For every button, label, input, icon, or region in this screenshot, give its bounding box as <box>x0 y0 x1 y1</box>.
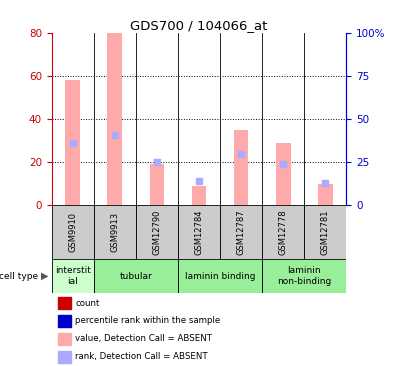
Text: value, Detection Call = ABSENT: value, Detection Call = ABSENT <box>75 335 212 343</box>
Text: GSM12790: GSM12790 <box>152 209 162 255</box>
Text: tubular: tubular <box>119 272 152 281</box>
Bar <box>58 333 71 345</box>
Text: ▶: ▶ <box>41 271 49 281</box>
Bar <box>262 259 346 294</box>
Bar <box>65 81 80 205</box>
Bar <box>220 205 262 259</box>
Bar <box>276 143 291 205</box>
Bar <box>107 33 122 205</box>
Point <box>154 159 160 165</box>
Text: GSM12784: GSM12784 <box>195 209 203 255</box>
Bar <box>58 315 71 327</box>
Bar <box>150 164 164 205</box>
Point <box>322 180 328 186</box>
Text: interstit
ial: interstit ial <box>55 266 91 286</box>
Bar <box>58 297 71 309</box>
Point <box>280 161 286 167</box>
Text: GSM12778: GSM12778 <box>279 209 288 255</box>
Text: cell type: cell type <box>0 272 38 281</box>
Text: laminin binding: laminin binding <box>185 272 255 281</box>
Bar <box>136 205 178 259</box>
Bar <box>94 205 136 259</box>
Text: percentile rank within the sample: percentile rank within the sample <box>75 317 220 325</box>
Text: GSM9913: GSM9913 <box>110 212 119 252</box>
Bar <box>178 205 220 259</box>
Point <box>70 140 76 146</box>
Bar <box>318 184 333 205</box>
Text: count: count <box>75 299 100 307</box>
Point <box>238 151 244 157</box>
Bar <box>262 205 304 259</box>
Text: GSM9910: GSM9910 <box>68 212 77 252</box>
Title: GDS700 / 104066_at: GDS700 / 104066_at <box>130 19 268 32</box>
Bar <box>178 259 262 294</box>
Bar <box>192 186 206 205</box>
Text: GSM12781: GSM12781 <box>321 209 330 255</box>
Point <box>112 132 118 138</box>
Bar <box>234 130 248 205</box>
Text: rank, Detection Call = ABSENT: rank, Detection Call = ABSENT <box>75 352 208 361</box>
Point <box>196 178 202 184</box>
Bar <box>304 205 346 259</box>
Text: GSM12787: GSM12787 <box>236 209 246 255</box>
Bar <box>52 259 94 294</box>
Bar <box>94 259 178 294</box>
Text: laminin
non-binding: laminin non-binding <box>277 266 331 286</box>
Bar <box>52 205 94 259</box>
Bar <box>58 351 71 363</box>
